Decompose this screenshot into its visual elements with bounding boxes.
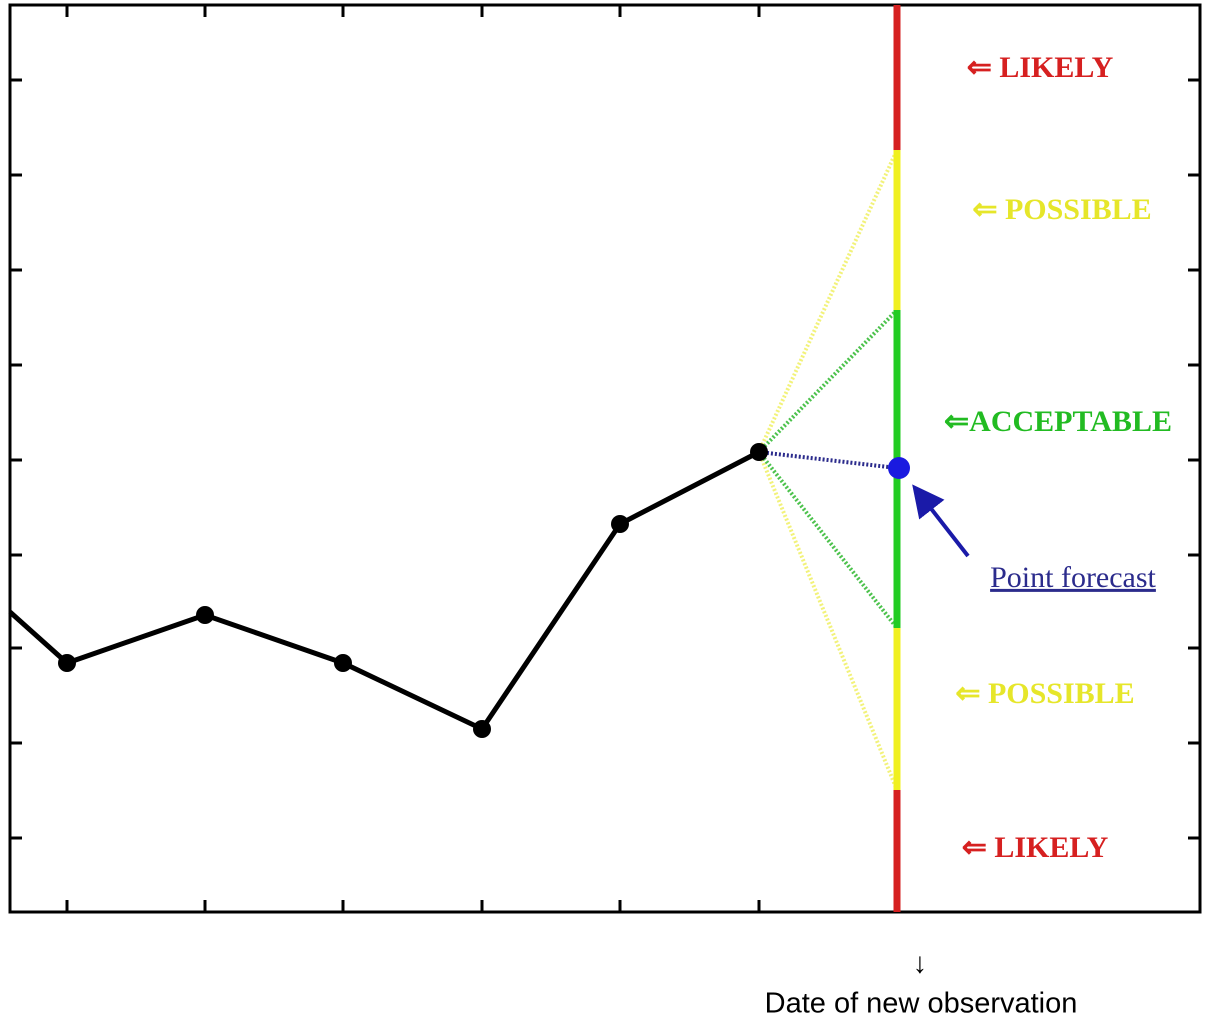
label-likely: ⇐ LIKELY: [967, 51, 1114, 84]
point-forecast-dot: [888, 457, 910, 479]
label-acceptable: ⇐ACCEPTABLE: [944, 405, 1172, 438]
forecast-arrow: [912, 484, 970, 558]
series-line: [8, 449, 761, 733]
footer-caption: Date of new observation: [765, 988, 1078, 1020]
series-points: [58, 443, 768, 738]
label-point-forecast: Point forecast: [990, 561, 1156, 594]
fan-lines: [757, 149, 899, 791]
label-possible: ⇐ POSSIBLE: [972, 193, 1151, 226]
frame: [8, 3, 1202, 914]
label-possible: ⇐ POSSIBLE: [955, 677, 1134, 710]
label-likely: ⇐ LIKELY: [962, 831, 1109, 864]
footer-arrow: ↓: [913, 948, 928, 980]
